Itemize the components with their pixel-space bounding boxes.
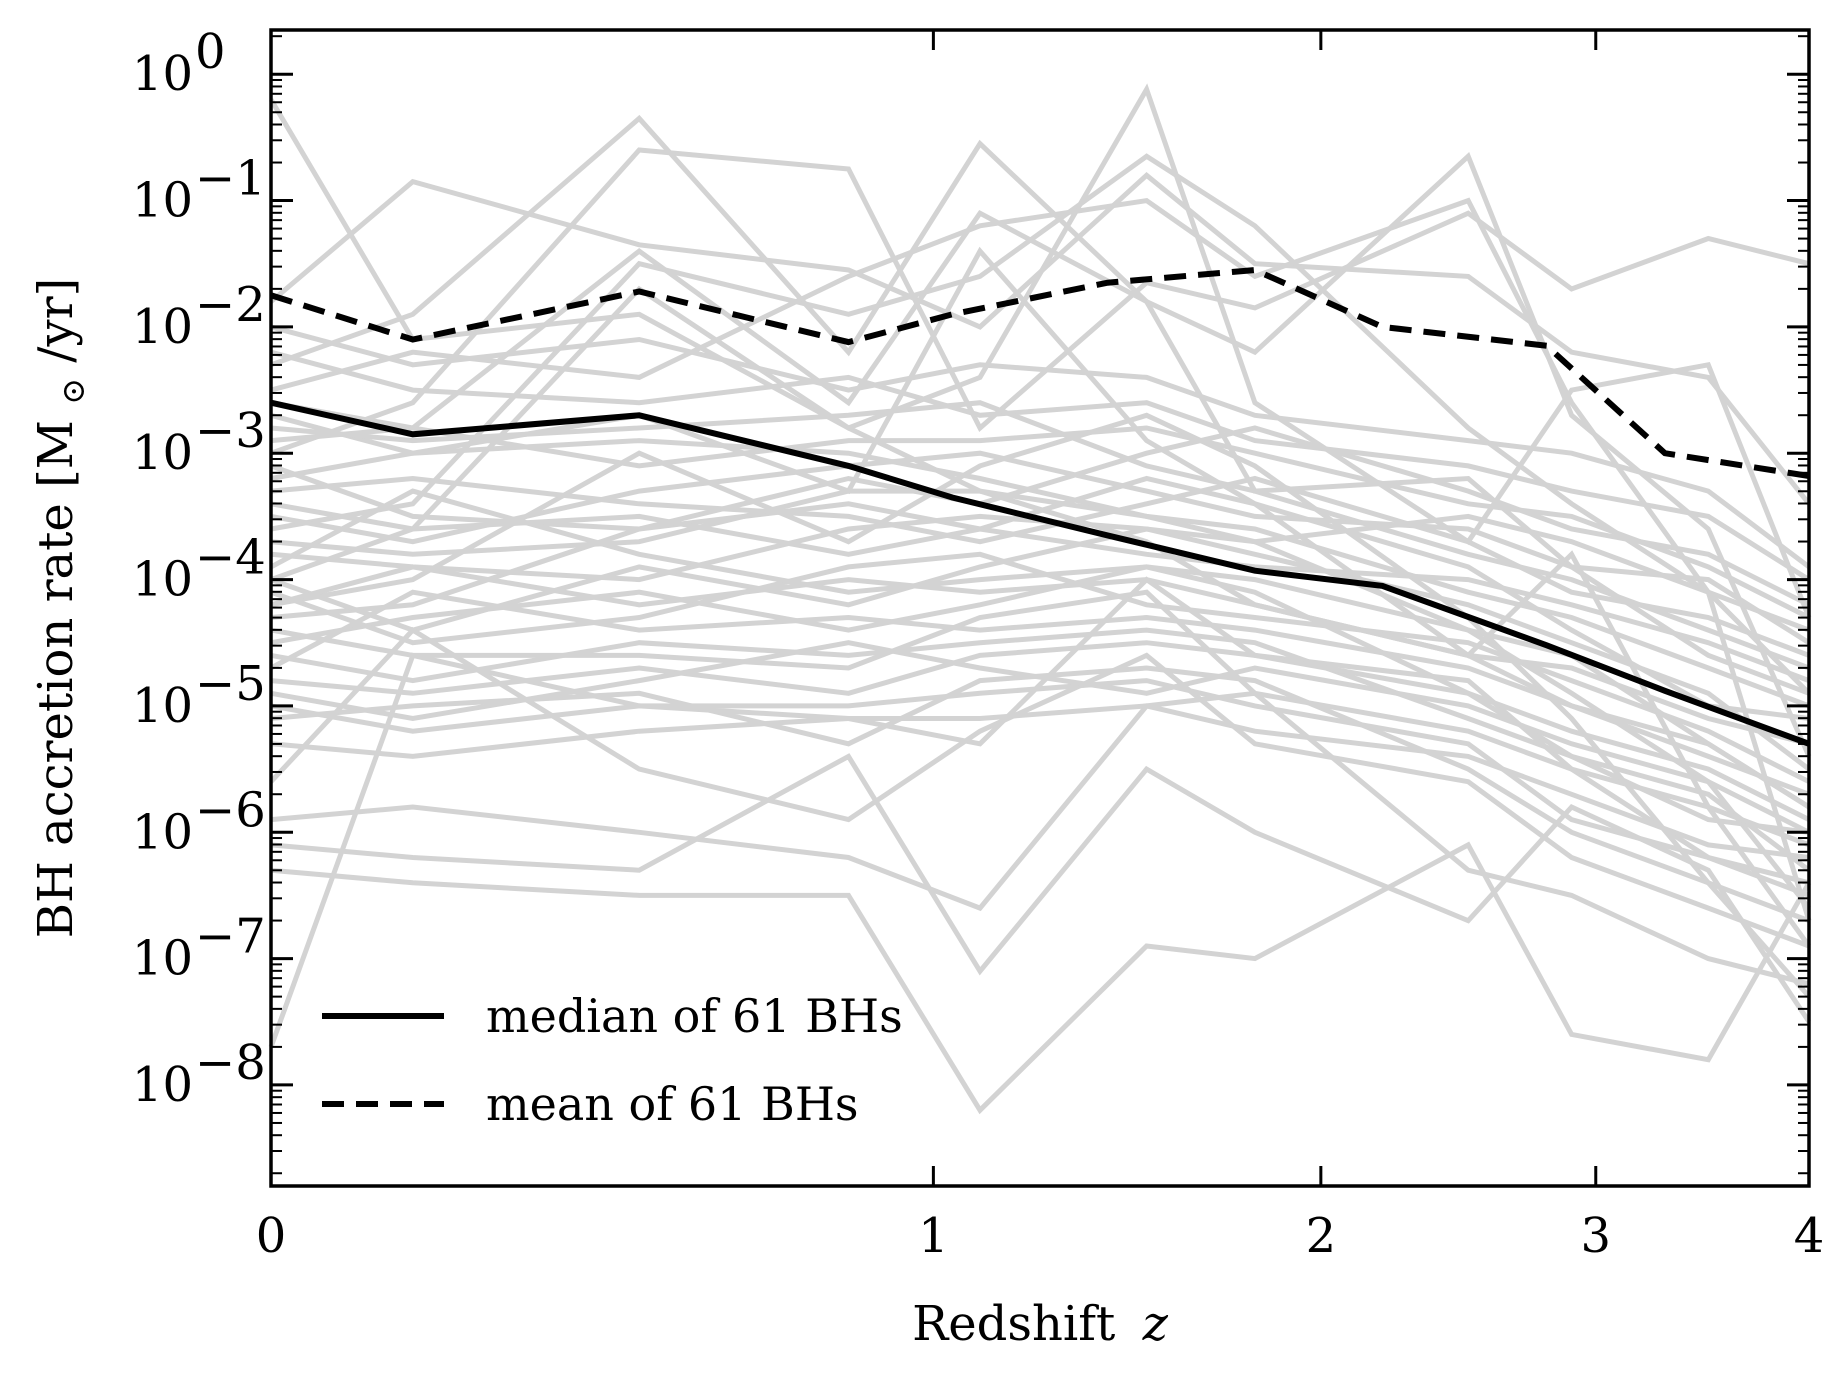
x-tick-label-2: 2	[1306, 1208, 1337, 1264]
background-series-line-35	[270, 501, 1810, 683]
y-tick-label-4: 10	[132, 552, 193, 608]
background-series-line-39	[270, 564, 1810, 747]
y-axis-title-text: BH accretion rate [M	[28, 420, 84, 938]
mean-series-line	[270, 266, 1810, 479]
y-tick-exponent-0: 0	[195, 24, 226, 80]
background-series-line-23	[270, 513, 1811, 772]
y-tick-label-1: 10	[132, 173, 193, 229]
background-series-line-18	[270, 753, 1812, 1024]
y-tick-label-5: 10	[132, 678, 193, 734]
y-tick-exponent-8: −8	[195, 1035, 266, 1091]
median-series-line	[270, 399, 1811, 747]
y-tick-label-6: 10	[132, 804, 193, 860]
background-series-line-4	[270, 147, 1810, 456]
y-axis-title-unit: /yr]	[28, 278, 84, 363]
background-series-line-38	[270, 488, 1810, 709]
legend-label-median: median of 61 BHs	[486, 989, 903, 1043]
background-series-line-16	[269, 626, 1810, 949]
background-series-line-21	[270, 425, 1811, 608]
background-series-line-25	[270, 640, 1811, 822]
y-tick-label-2: 10	[132, 299, 193, 355]
background-series-line-11	[270, 475, 1810, 721]
background-series-line-24	[270, 551, 1811, 784]
x-axis-title-variable: z	[1142, 1296, 1169, 1352]
y-tick-exponent-1: −1	[195, 151, 266, 207]
background-series-line-32	[270, 475, 1810, 658]
y-axis-title-sun-symbol: ⊙	[54, 378, 92, 405]
summary-series-group	[270, 266, 1811, 747]
y-tick-exponent-5: −5	[195, 656, 266, 712]
y-tick-exponent-6: −6	[195, 782, 266, 838]
y-tick-exponent-3: −3	[195, 403, 266, 459]
x-tick-label-4: 4	[1794, 1208, 1825, 1264]
background-series-line-19	[270, 841, 1812, 1115]
y-tick-exponent-2: −2	[195, 277, 266, 333]
background-series-line-37	[270, 400, 1810, 671]
background-series-line-33	[270, 400, 1811, 620]
background-series-line-9	[270, 246, 1812, 948]
background-series-line-34	[269, 589, 1810, 797]
background-series-line-31	[270, 678, 1810, 898]
background-series-line-20	[270, 450, 1811, 645]
x-tick-label-0: 0	[256, 1208, 287, 1264]
y-tick-exponent-4: −4	[195, 530, 266, 586]
y-tick-label-0: 10	[132, 46, 193, 102]
background-series-line-26	[270, 703, 1810, 860]
y-tick-exponent-7: −7	[195, 909, 266, 965]
background-series-line-15	[270, 665, 1810, 924]
background-series-line-36	[270, 640, 1811, 835]
x-axis-title-text: Redshift	[912, 1296, 1115, 1352]
x-tick-label-1: 1	[918, 1208, 949, 1264]
y-tick-label-7: 10	[132, 931, 193, 987]
background-series-line-30	[270, 589, 1810, 848]
legend: median of 61 BHs mean of 61 BHs	[322, 989, 903, 1131]
x-axis-title: Redshift z	[912, 1296, 1169, 1352]
background-series-line-28	[270, 324, 1811, 569]
background-series-line-2	[269, 172, 1811, 506]
x-tick-label-3: 3	[1580, 1208, 1611, 1264]
y-tick-label-8: 10	[132, 1057, 193, 1113]
y-axis-title: BH accretion rate [M ⊙ /yr]	[28, 278, 96, 939]
background-series-line-27	[270, 349, 1811, 582]
axis-ticks	[269, 30, 1811, 1186]
legend-label-mean: mean of 61 BHs	[486, 1077, 859, 1131]
y-tick-label-3: 10	[132, 425, 193, 481]
background-series-group	[268, 83, 1812, 1115]
